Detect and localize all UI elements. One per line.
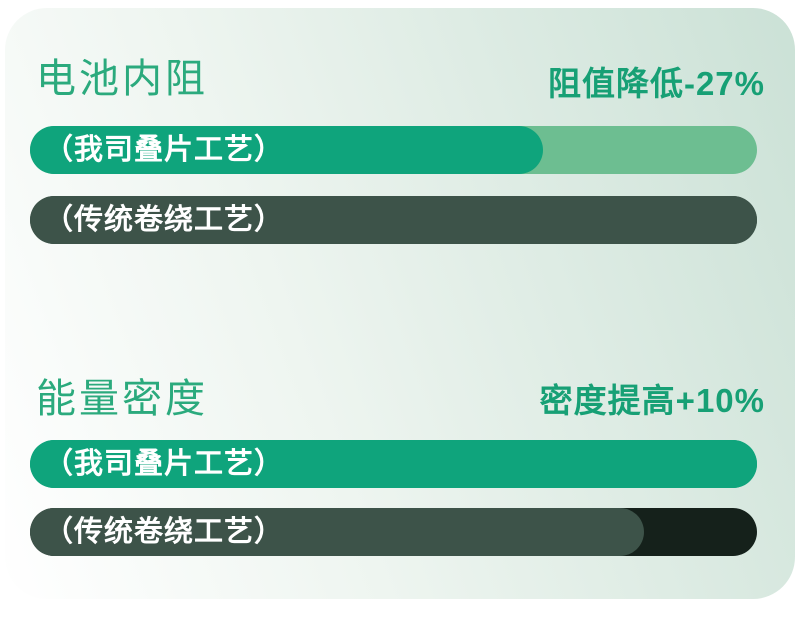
bar-fill	[30, 126, 543, 174]
bar-density-winding-process: （传统卷绕工艺）	[30, 508, 757, 556]
section-title-internal-resistance: 电池内阻	[36, 57, 208, 101]
bar-label: （我司叠片工艺）	[44, 134, 285, 166]
metric-resistance-reduction: 阻值降低-27%	[547, 65, 765, 102]
bar-label: （传统卷绕工艺）	[44, 516, 285, 548]
gradient-card-background	[5, 8, 795, 599]
bar-fill	[30, 196, 757, 244]
bar-fill	[30, 440, 757, 488]
bar-label: （我司叠片工艺）	[44, 448, 285, 480]
bar-resistance-winding-process: （传统卷绕工艺）	[30, 196, 757, 244]
bar-label: （传统卷绕工艺）	[44, 204, 285, 236]
bar-density-stacking-process: （我司叠片工艺）	[30, 440, 757, 488]
metric-density-increase: 密度提高+10%	[539, 382, 765, 419]
bar-fill	[30, 508, 645, 556]
bar-resistance-stacking-process: （我司叠片工艺）	[30, 126, 757, 174]
section-title-energy-density: 能量密度	[36, 377, 208, 421]
